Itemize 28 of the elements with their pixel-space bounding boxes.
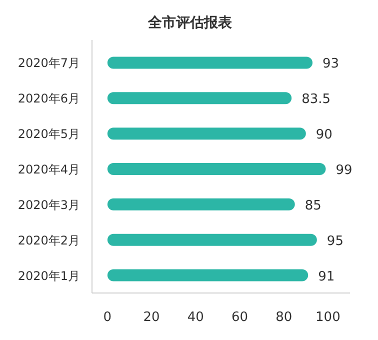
y-tick-label: 2020年1月 <box>18 268 80 283</box>
bar <box>107 198 295 210</box>
bar <box>107 234 317 246</box>
x-tick-label: 60 <box>231 310 248 325</box>
chart-title: 全市评估报表 <box>147 14 233 31</box>
x-tick-label: 100 <box>316 310 340 325</box>
x-tick-label: 20 <box>143 310 160 325</box>
bar <box>107 269 308 282</box>
y-tick-label: 2020年7月 <box>18 56 80 70</box>
data-label: 83.5 <box>302 92 331 108</box>
x-tick-label: 80 <box>276 310 292 325</box>
y-tick-label: 2020年4月 <box>18 162 80 176</box>
bar <box>107 56 313 69</box>
y-tick-label: 2020年2月 <box>18 233 80 248</box>
bar <box>107 92 292 104</box>
data-label: 91 <box>318 269 335 284</box>
data-label: 85 <box>304 198 322 214</box>
y-tick-label: 2020年3月 <box>18 198 80 212</box>
data-label: 90 <box>316 128 332 143</box>
x-tick-label: 0 <box>103 310 112 325</box>
data-label: 99 <box>336 163 352 178</box>
bar <box>107 163 326 175</box>
y-tick-label: 2020年5月 <box>18 127 80 142</box>
x-tick-label: 40 <box>187 310 204 325</box>
bar <box>107 128 306 140</box>
data-label: 93 <box>322 56 340 72</box>
y-tick-label: 2020年6月 <box>18 92 80 106</box>
data-label: 95 <box>326 234 344 249</box>
